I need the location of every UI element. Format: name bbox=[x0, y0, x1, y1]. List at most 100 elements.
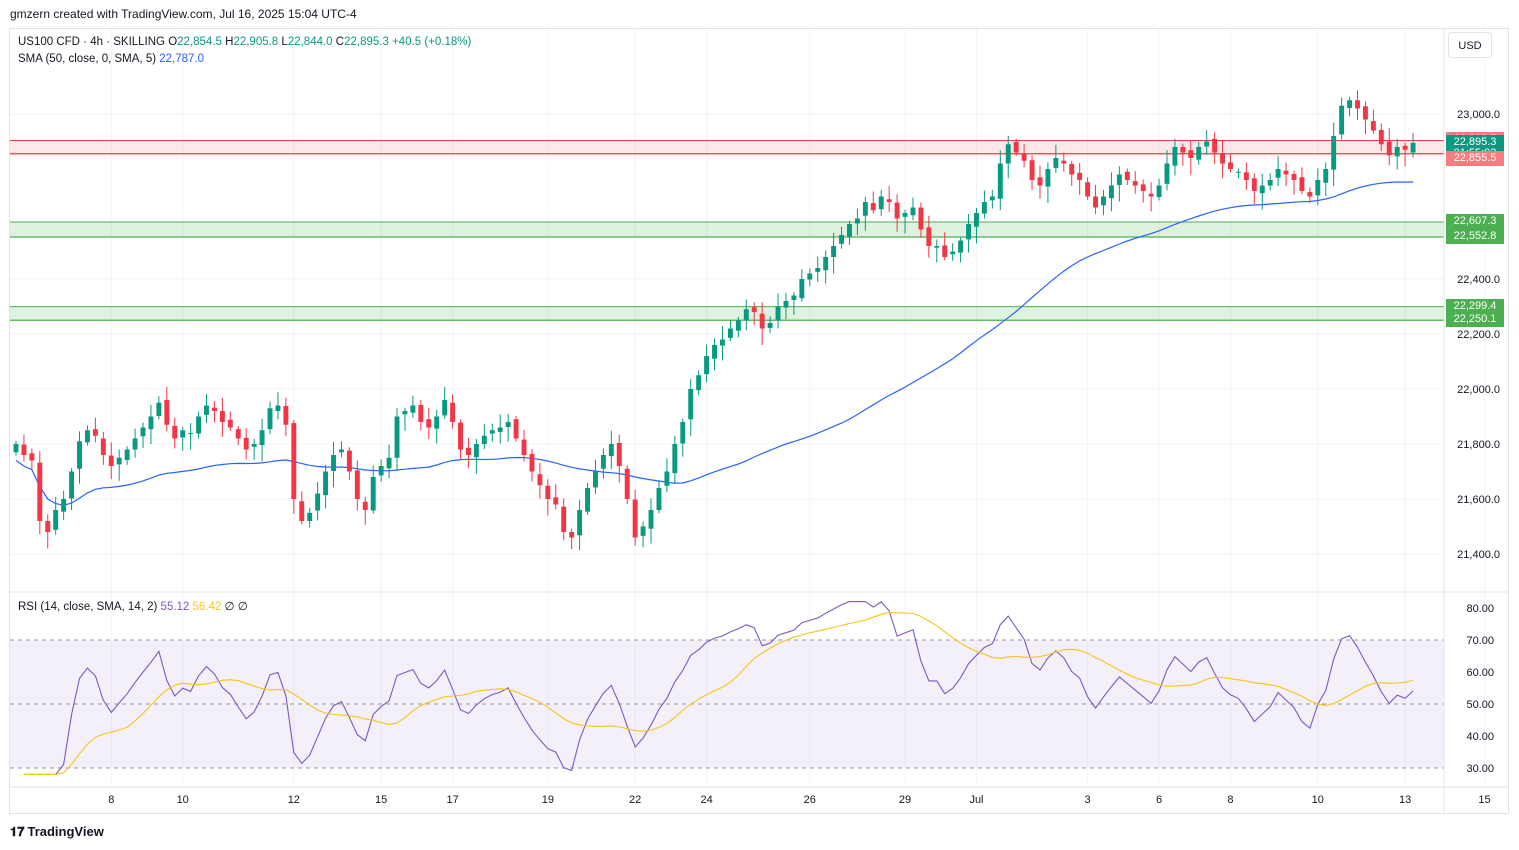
candle-body bbox=[974, 213, 979, 227]
candle-body bbox=[1172, 147, 1178, 166]
price-tick-label: 22,200.0 bbox=[1457, 329, 1500, 341]
candle-body bbox=[489, 430, 495, 434]
tradingview-footer: 𝟏𝟕 TradingView bbox=[10, 824, 104, 840]
candle-body bbox=[1323, 169, 1329, 183]
rsi-line bbox=[23, 601, 1414, 775]
candle-body bbox=[1362, 106, 1368, 120]
candle-body bbox=[1132, 181, 1138, 186]
price-tick-label: 21,800.0 bbox=[1457, 439, 1500, 451]
candle-body bbox=[37, 462, 43, 521]
chart-frame: 23,000.0 22,400.0 22,200.0 22,000.0 21,800.0… bbox=[9, 28, 1509, 814]
candle-body bbox=[1235, 171, 1241, 173]
candle-body bbox=[323, 471, 329, 496]
grid bbox=[10, 29, 1486, 784]
candle-body bbox=[442, 400, 448, 416]
candle-body bbox=[553, 497, 559, 505]
candle-body bbox=[426, 419, 432, 428]
candle-body bbox=[1299, 177, 1305, 191]
candle-body bbox=[569, 532, 575, 538]
low-value: 22,844.0 bbox=[287, 36, 333, 48]
candle-body bbox=[1108, 185, 1114, 199]
price-tick-label: 23,000.0 bbox=[1457, 109, 1500, 121]
candle-body bbox=[1116, 174, 1122, 185]
candle-body bbox=[791, 295, 797, 300]
candle-body bbox=[823, 257, 829, 271]
candle-body bbox=[505, 422, 511, 427]
candle-body bbox=[1005, 144, 1011, 164]
candle-body bbox=[910, 207, 916, 216]
candle-body bbox=[196, 416, 202, 434]
candle-body bbox=[902, 213, 908, 217]
price-tick-label: 22,400.0 bbox=[1457, 274, 1500, 286]
candle-body bbox=[759, 313, 765, 329]
candle-body bbox=[354, 470, 360, 499]
candle-body bbox=[61, 499, 67, 512]
candle-body bbox=[1101, 196, 1106, 206]
candle-body bbox=[140, 427, 146, 437]
rsi-legend: RSI (14, close, SMA, 14, 2) 55.12 56.42 … bbox=[18, 599, 248, 613]
candle-body bbox=[886, 199, 892, 202]
time-tick-label: Jul bbox=[969, 794, 983, 806]
chart-canvas[interactable]: 23,000.0 22,400.0 22,200.0 22,000.0 21,800.0… bbox=[10, 29, 1508, 813]
candle-body bbox=[1180, 147, 1186, 153]
time-tick-label: 3 bbox=[1085, 794, 1091, 806]
candle-body bbox=[1228, 162, 1233, 169]
tradingview-logo-icon: 𝟏𝟕 bbox=[10, 824, 25, 839]
rsi-legend-label[interactable]: RSI (14, close, SMA, 14, 2) bbox=[18, 601, 158, 613]
sma-legend-label[interactable]: SMA (50, close, 0, SMA, 5) bbox=[18, 53, 157, 65]
candle-body bbox=[132, 438, 138, 450]
footer-brand: TradingView bbox=[27, 824, 104, 839]
time-tick-label: 15 bbox=[1478, 794, 1490, 806]
price-tag: 22,299.4 bbox=[1446, 298, 1504, 314]
candle-body bbox=[735, 320, 741, 331]
candle-body bbox=[116, 457, 122, 465]
time-tick-label: 8 bbox=[1227, 794, 1233, 806]
price-zones bbox=[10, 139, 1444, 321]
candle-body bbox=[188, 433, 194, 434]
candle-body bbox=[727, 328, 733, 338]
candle-body bbox=[204, 405, 209, 415]
candle-body bbox=[942, 245, 948, 257]
candle-body bbox=[394, 416, 400, 458]
candle-body bbox=[1339, 105, 1345, 135]
candle-body bbox=[648, 510, 654, 529]
candle-body bbox=[958, 240, 964, 253]
candle-body bbox=[1196, 147, 1202, 160]
candle-body bbox=[1021, 154, 1027, 161]
symbol-label[interactable]: US100 CFD · 4h · SKILLING bbox=[18, 36, 165, 48]
rsi-tick-label: 70.00 bbox=[1466, 635, 1494, 647]
candle-body bbox=[608, 444, 614, 457]
candle-body bbox=[807, 273, 813, 280]
candle-body bbox=[720, 339, 725, 346]
candle-body bbox=[593, 471, 598, 488]
time-tick-label: 17 bbox=[446, 794, 458, 806]
candle-body bbox=[712, 345, 717, 359]
candle-body bbox=[513, 419, 519, 439]
candle-body bbox=[862, 202, 868, 216]
candle-body bbox=[854, 218, 860, 224]
currency-button[interactable]: USD bbox=[1448, 32, 1492, 58]
candle-body bbox=[1259, 185, 1265, 194]
candle-body bbox=[616, 442, 622, 466]
candle-body bbox=[402, 411, 408, 415]
time-tick-label: 10 bbox=[1312, 794, 1324, 806]
candle-body bbox=[1251, 178, 1257, 191]
candle-body bbox=[783, 301, 789, 308]
candle-body bbox=[45, 521, 51, 532]
candle-body bbox=[1267, 180, 1273, 186]
open-value: 22,854.5 bbox=[177, 36, 222, 48]
rsi-sma-line bbox=[23, 612, 1414, 775]
candle-body bbox=[29, 453, 35, 461]
candle-body bbox=[624, 468, 630, 499]
candle-body bbox=[878, 196, 884, 210]
candle-body bbox=[465, 447, 471, 455]
candle-body bbox=[632, 499, 638, 538]
candle-body bbox=[950, 251, 956, 255]
rsi-sma-legend-value: 56.42 bbox=[192, 601, 222, 613]
candle-body bbox=[299, 501, 305, 521]
candle-body bbox=[1093, 196, 1099, 208]
candle-body bbox=[275, 405, 281, 411]
time-tick-label: 22 bbox=[629, 794, 641, 806]
candle-body bbox=[69, 471, 75, 499]
candle-body bbox=[172, 425, 178, 439]
